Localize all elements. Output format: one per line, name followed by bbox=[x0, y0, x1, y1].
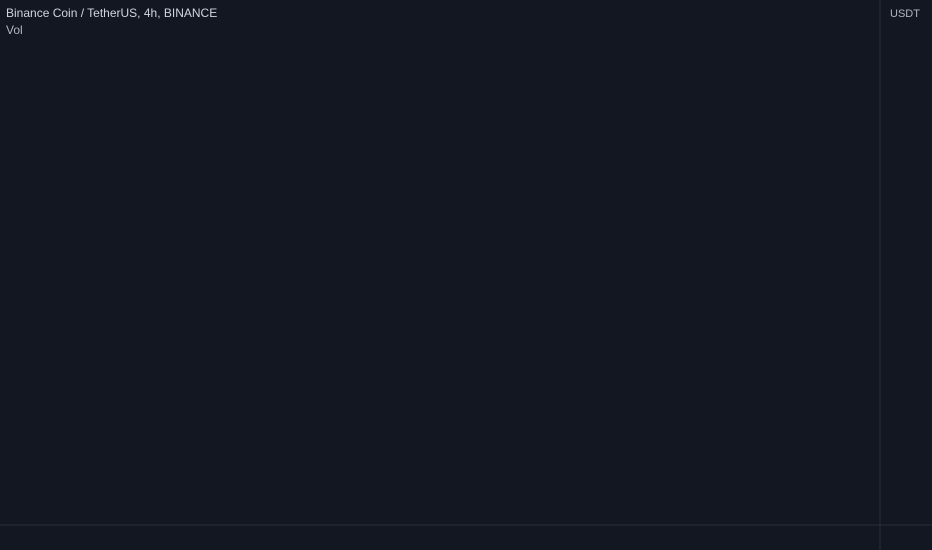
chart-title: Binance Coin / TetherUS, 4h, BINANCE bbox=[6, 6, 217, 20]
y-axis-label: USDT bbox=[890, 8, 920, 20]
volume-label: Vol bbox=[6, 23, 23, 37]
